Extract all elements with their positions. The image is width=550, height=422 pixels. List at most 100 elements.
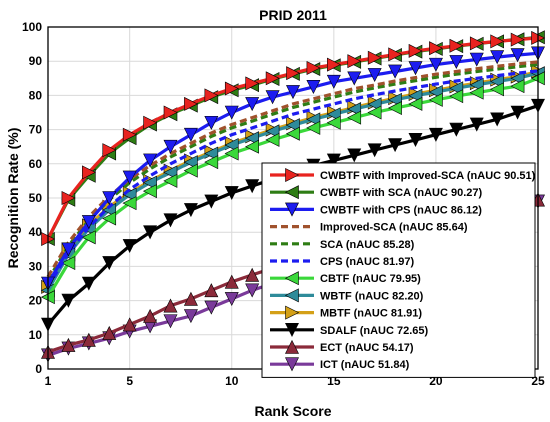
data-point: [122, 239, 137, 254]
data-point: [265, 132, 280, 147]
data-point: [163, 105, 178, 120]
data-point: [224, 186, 239, 201]
data-point: [469, 85, 484, 100]
data-point: [245, 97, 260, 112]
data-point: [81, 215, 96, 230]
data-point: [143, 308, 158, 323]
data-point: [244, 139, 259, 154]
data-point: [449, 38, 464, 53]
data-point: [510, 32, 525, 47]
data-point: [490, 34, 505, 49]
data-point: [142, 175, 157, 190]
legend-entry: Improved-SCA (nAUC 85.64): [270, 222, 468, 234]
y-tick-label: 70: [29, 123, 43, 137]
data-point: [122, 317, 137, 332]
legend-marker: [285, 357, 299, 372]
data-point: [428, 92, 443, 107]
y-tick-label: 40: [29, 225, 43, 239]
data-point: [408, 61, 423, 76]
data-point: [489, 82, 504, 97]
data-point: [163, 213, 178, 228]
data-point: [81, 230, 96, 245]
legend-entry: SDALF (nAUC 72.65): [270, 323, 429, 337]
data-point: [81, 332, 96, 347]
data-point: [326, 153, 341, 168]
data-point: [204, 88, 219, 103]
legend-entry: ICT (nAUC 51.84): [270, 357, 410, 372]
data-point: [183, 203, 198, 218]
data-point: [510, 48, 525, 63]
legend-label: MBTF (nAUC 81.91): [320, 308, 422, 320]
data-point: [122, 127, 137, 142]
legend-label: WBTF (nAUC 82.20): [320, 290, 424, 302]
data-point: [347, 71, 362, 86]
legend-marker: [285, 202, 299, 217]
data-point: [449, 55, 464, 70]
y-axis-label: Recognition Rate (%): [5, 128, 21, 269]
legend-marker: [285, 339, 299, 354]
data-point: [449, 89, 464, 104]
legend-marker: [285, 323, 299, 337]
y-tick-label: 30: [29, 259, 43, 273]
legend-entry: CPS (nAUC 81.97): [270, 256, 414, 268]
data-point: [326, 115, 341, 130]
data-point: [61, 191, 76, 205]
data-point: [224, 274, 239, 289]
data-point: [306, 120, 321, 135]
data-point: [265, 90, 280, 105]
x-axis-label: Rank Score: [254, 403, 331, 419]
data-point: [367, 105, 382, 120]
data-point: [204, 155, 219, 170]
data-point: [388, 138, 403, 153]
chart-title: PRID 2011: [259, 7, 327, 23]
data-point: [102, 191, 117, 206]
data-point: [367, 68, 382, 83]
legend-label: CWBTF with Improved-SCA (nAUC 90.51): [320, 170, 536, 182]
legend-label: SDALF (nAUC 72.65): [320, 325, 429, 337]
data-point: [183, 127, 198, 142]
legend: CWBTF with Improved-SCA (nAUC 90.51) CWBT…: [261, 162, 536, 378]
data-point: [82, 165, 97, 180]
data-point: [245, 179, 260, 194]
data-point: [428, 127, 443, 142]
data-point: [143, 153, 158, 168]
data-point: [204, 146, 219, 161]
data-point: [326, 107, 341, 122]
y-tick-label: 10: [29, 328, 43, 342]
y-tick-label: 80: [29, 88, 43, 102]
y-tick-label: 50: [29, 191, 43, 205]
data-point: [122, 170, 137, 185]
series-group: [40, 30, 546, 363]
y-tick-label: 60: [29, 157, 43, 171]
legend-box: [261, 162, 536, 378]
data-point: [61, 337, 76, 352]
data-point: [367, 50, 382, 65]
data-point: [347, 110, 362, 125]
legend-entry: CWBTF with SCA (nAUC 90.27): [270, 185, 482, 199]
series-improved-sca-nauc-85-64: [46, 60, 539, 278]
data-point: [245, 283, 260, 298]
data-point: [102, 143, 117, 158]
legend-marker: [284, 288, 299, 303]
x-tick-label: 5: [126, 374, 133, 388]
y-tick-label: 100: [22, 20, 42, 34]
data-point: [306, 80, 321, 95]
data-point: [367, 143, 382, 158]
y-tick-label: 20: [29, 294, 43, 308]
data-point: [306, 112, 321, 127]
series-line: [46, 63, 539, 281]
legend-marker: [284, 271, 299, 286]
data-point: [81, 276, 96, 291]
data-point: [429, 41, 444, 56]
data-point: [163, 314, 178, 329]
legend-entry: WBTF (nAUC 82.20): [270, 288, 424, 303]
data-point: [143, 115, 158, 130]
data-point: [306, 61, 321, 76]
data-point: [204, 283, 219, 298]
data-point: [510, 105, 525, 120]
data-point: [347, 54, 362, 69]
series-sca-nauc-85-28: [46, 63, 539, 281]
data-point: [224, 105, 239, 120]
data-point: [204, 300, 219, 315]
data-point: [347, 102, 362, 117]
